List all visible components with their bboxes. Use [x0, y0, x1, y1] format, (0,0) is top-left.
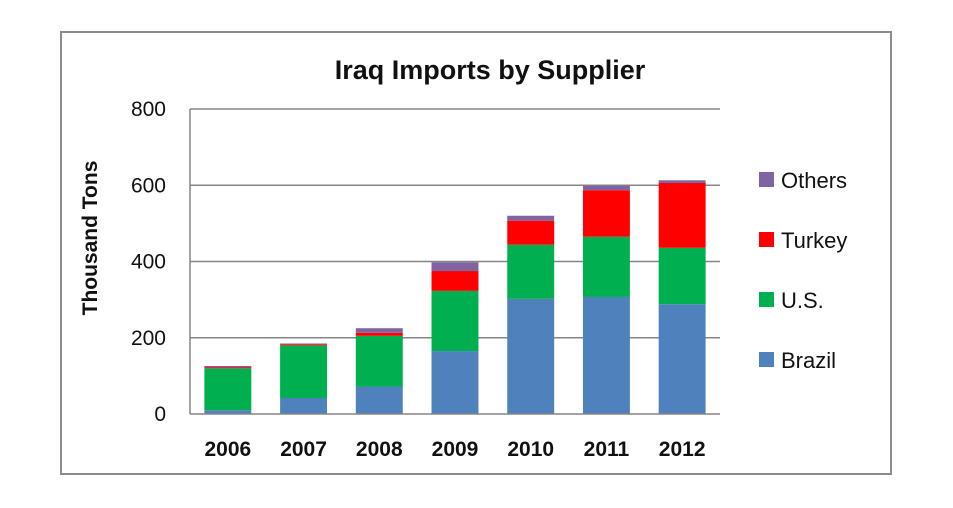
bar-segment-u-s-2011: [582, 236, 630, 297]
bar-segment-others-2012: [658, 180, 706, 183]
bar-segment-brazil-2012: [658, 304, 706, 414]
bar-segment-turkey-2010: [507, 220, 555, 245]
bar-segment-u-s-2012: [658, 247, 706, 305]
y-axis-label: Thousand Tons: [79, 161, 102, 316]
y-tick-label: 0: [154, 403, 166, 426]
bar-segment-others-2009: [431, 262, 479, 272]
axes: [189, 109, 720, 415]
bar-segment-brazil-2006: [204, 410, 252, 414]
bar-segment-u-s-2009: [431, 290, 479, 352]
legend-swatch-u-s: [759, 292, 774, 307]
x-tick-label: 2007: [280, 438, 327, 461]
bar-segment-turkey-2006: [204, 367, 252, 369]
x-tick-label: 2008: [356, 438, 403, 461]
bar-segment-brazil-2011: [582, 296, 630, 414]
legend-label-others: Others: [781, 168, 847, 193]
bars: [204, 180, 706, 414]
bar-segment-u-s-2010: [507, 244, 555, 299]
legend-label-turkey: Turkey: [781, 228, 847, 253]
legend-swatch-turkey: [759, 232, 774, 247]
bar-segment-turkey-2007: [280, 344, 328, 346]
bar-segment-turkey-2011: [582, 190, 630, 237]
bar-segment-others-2008: [355, 328, 403, 333]
y-tick-label: 400: [131, 251, 166, 274]
bar-segment-others-2010: [507, 215, 555, 221]
x-tick-label: 2010: [507, 438, 554, 461]
bar-segment-others-2011: [582, 185, 630, 191]
bar-segment-u-s-2006: [204, 368, 252, 411]
legend-swatch-others: [759, 172, 774, 187]
x-tick-labels: 2006 2007 2008 2009 2010 2011 2012: [204, 438, 705, 461]
bar-segment-others-2006: [204, 365, 252, 368]
bar-segment-brazil-2007: [280, 397, 328, 414]
bar-segment-brazil-2010: [507, 298, 555, 414]
bar-segment-turkey-2009: [431, 271, 479, 291]
bar-segment-u-s-2007: [280, 345, 328, 398]
x-tick-label: 2011: [584, 438, 630, 461]
bar-segment-brazil-2009: [431, 351, 479, 414]
y-tick-labels: 0 200 400 600 800: [131, 98, 166, 426]
chart-title: Iraq Imports by Supplier: [335, 55, 646, 85]
bar-segment-turkey-2008: [355, 332, 403, 336]
legend-label-brazil: Brazil: [781, 348, 836, 373]
x-tick-label: 2012: [659, 438, 706, 461]
bar-segment-brazil-2008: [355, 386, 403, 414]
y-tick-label: 200: [131, 327, 166, 350]
x-tick-label: 2006: [204, 438, 251, 461]
legend-label-u-s: U.S.: [781, 288, 824, 313]
y-tick-label: 800: [131, 98, 166, 121]
x-tick-label: 2009: [432, 438, 479, 461]
bar-segment-turkey-2012: [658, 182, 706, 248]
legend: Others Turkey U.S. Brazil: [759, 168, 847, 373]
y-tick-label: 600: [131, 174, 166, 197]
bar-segment-u-s-2008: [355, 335, 403, 387]
bar-segment-others-2007: [280, 343, 328, 345]
legend-swatch-brazil: [759, 352, 774, 367]
